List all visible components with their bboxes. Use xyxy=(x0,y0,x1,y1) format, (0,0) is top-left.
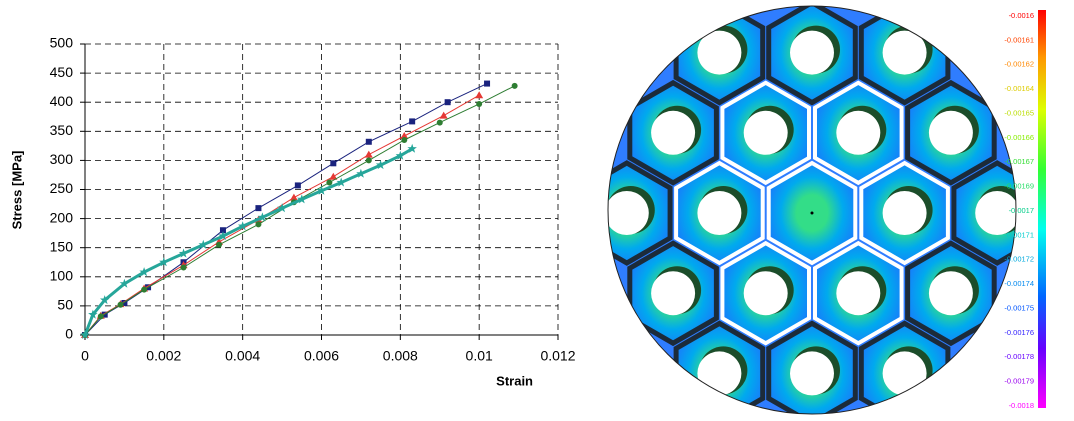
x-tick-label: 0.004 xyxy=(225,348,260,364)
colorbar-label: -0.00169 xyxy=(1004,182,1034,191)
marker xyxy=(365,151,373,158)
colorbar xyxy=(1038,10,1046,408)
y-tick-label: 50 xyxy=(57,297,73,313)
colorbar-label: -0.00166 xyxy=(1004,133,1034,142)
y-tick-label: 0 xyxy=(65,326,73,342)
x-tick-label: 0.006 xyxy=(304,348,339,364)
colorbar-label: -0.00161 xyxy=(1004,35,1034,44)
marker xyxy=(366,157,372,163)
marker xyxy=(401,137,407,143)
figure: Strain Stress [MPa] -0.0016 -0.00161 -0.00… xyxy=(0,0,1074,416)
hole xyxy=(883,351,927,395)
colorbar-label: -0.00162 xyxy=(1004,60,1034,69)
hole xyxy=(744,111,788,155)
hole xyxy=(790,31,834,75)
colorbar-label: -0.00176 xyxy=(1004,328,1034,337)
colorbar-label: -0.00167 xyxy=(1004,157,1034,166)
hole xyxy=(836,271,880,315)
y-tick-label: 450 xyxy=(50,64,74,80)
x-tick-label: 0.012 xyxy=(540,348,575,364)
x-tick-label: 0.01 xyxy=(466,348,493,364)
marker xyxy=(445,99,451,105)
hole xyxy=(697,191,741,235)
marker xyxy=(475,91,483,98)
colorbar-label: -0.00164 xyxy=(1004,84,1034,93)
center-dot xyxy=(811,212,814,215)
marker xyxy=(440,112,448,119)
marker xyxy=(295,182,301,188)
marker xyxy=(330,160,336,166)
marker xyxy=(117,302,123,308)
marker xyxy=(141,287,147,293)
hole xyxy=(744,271,788,315)
hole xyxy=(790,351,834,395)
marker xyxy=(181,264,187,270)
colorbar-label: -0.00175 xyxy=(1004,303,1034,312)
hole xyxy=(697,351,741,395)
marker xyxy=(255,221,261,227)
x-tick-label: 0.008 xyxy=(383,348,418,364)
marker xyxy=(512,83,518,89)
y-tick-label: 250 xyxy=(50,180,74,196)
colorbar-label: -0.00165 xyxy=(1004,108,1034,117)
marker xyxy=(437,120,443,126)
marker xyxy=(476,101,482,107)
y-tick-label: 400 xyxy=(50,93,74,109)
marker xyxy=(484,81,490,87)
colorbar-label: -0.0017 xyxy=(1009,206,1034,215)
y-tick-label: 500 xyxy=(50,35,74,51)
colorbar-label: -0.0016 xyxy=(1009,11,1034,20)
marker xyxy=(326,180,332,186)
y-tick-label: 150 xyxy=(50,238,74,254)
y-axis-title: Stress [MPa] xyxy=(9,151,24,230)
hole xyxy=(929,271,973,315)
y-tick-label: 200 xyxy=(50,209,74,225)
marker xyxy=(255,205,261,211)
marker xyxy=(366,139,372,145)
hole xyxy=(651,271,695,315)
x-tick-label: 0 xyxy=(81,348,89,364)
marker xyxy=(216,242,222,248)
hole xyxy=(836,111,880,155)
hole xyxy=(605,191,649,235)
colorbar-label: -0.00172 xyxy=(1004,255,1034,264)
y-tick-label: 100 xyxy=(50,268,74,284)
y-tick-label: 350 xyxy=(50,122,74,138)
marker xyxy=(409,118,415,124)
x-axis-title: Strain xyxy=(496,373,533,388)
series-line xyxy=(85,84,487,335)
series-line xyxy=(85,86,515,335)
y-tick-label: 300 xyxy=(50,151,74,167)
colorbar-label: -0.00179 xyxy=(1004,377,1034,386)
marker xyxy=(98,313,104,319)
hole xyxy=(929,111,973,155)
x-tick-label: 0.002 xyxy=(146,348,181,364)
colorbar-label: -0.0018 xyxy=(1009,401,1034,410)
hole xyxy=(651,111,695,155)
hole xyxy=(883,191,927,235)
contour-plot xyxy=(584,3,1041,416)
colorbar-label: -0.00174 xyxy=(1004,279,1034,288)
colorbar-label: -0.00171 xyxy=(1004,230,1034,239)
colorbar-label: -0.00178 xyxy=(1004,352,1034,361)
